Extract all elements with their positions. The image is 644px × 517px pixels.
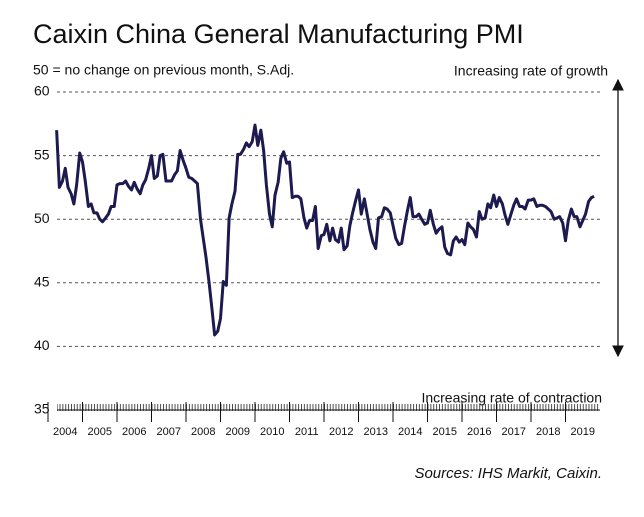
x-tick-label: 2008: [191, 426, 215, 438]
x-tick-label: 2014: [398, 426, 422, 438]
x-tick-label: 2018: [536, 426, 560, 438]
source: Sources: IHS Markit, Caixin.: [414, 465, 602, 482]
x-tick-label: 2011: [295, 426, 319, 438]
x-tick-label: 2017: [502, 426, 526, 438]
minor-ticks: [57, 404, 600, 411]
data-line: [55, 123, 595, 337]
x-tick-label: 2013: [364, 426, 388, 438]
annotation: Increasing rate of contraction: [421, 390, 602, 406]
y-tick-label: 55: [34, 146, 50, 162]
chart-title: Caixin China General Manufacturing PMI: [33, 19, 524, 49]
y-tick-label: 35: [34, 401, 50, 417]
x-tick-label: 2019: [571, 426, 595, 438]
annotation: Increasing rate of growth: [454, 63, 608, 79]
x-tick-label: 2007: [157, 426, 181, 438]
y-tick-label: 40: [34, 337, 50, 353]
x-tick-label: 2009: [226, 426, 250, 438]
y-tick-label: 50: [34, 210, 50, 226]
x-tick-label: 2015: [433, 426, 457, 438]
x-tick-label: 2010: [260, 426, 284, 438]
subtitle: 50 = no change on previous month, S.Adj.: [33, 62, 294, 78]
x-tick-label: 2005: [88, 426, 112, 438]
x-tick-label: 2004: [53, 426, 77, 438]
x-tick-label: 2012: [329, 426, 353, 438]
y-tick-label: 60: [34, 83, 50, 99]
y-tick-label: 45: [34, 274, 50, 290]
x-tick-label: 2016: [467, 426, 491, 438]
x-tick-label: 2006: [122, 426, 146, 438]
